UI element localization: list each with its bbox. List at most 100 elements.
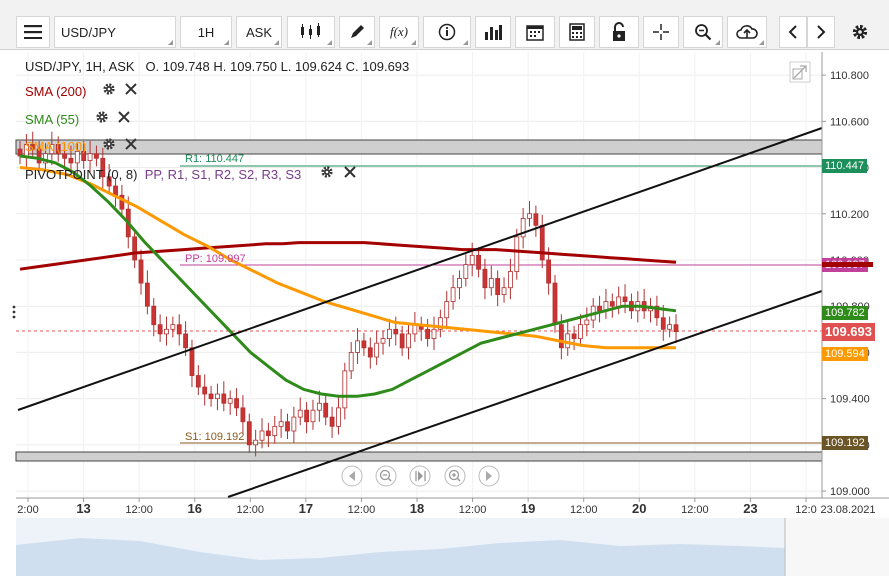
close-icon: [125, 138, 137, 150]
sma200-price-tag: [822, 262, 873, 267]
function-icon: f(x): [389, 24, 409, 39]
navigator-area: [16, 538, 785, 576]
indicators-button[interactable]: f(x): [379, 16, 419, 48]
candle-body: [234, 398, 239, 409]
lock-icon: [613, 22, 625, 41]
gear-icon: [103, 83, 115, 95]
x-axis: 2:00 13 12:00 16 12:00 17 12:00 18 12:00 19 12:00 2…: [17, 498, 876, 516]
save-cloud-button[interactable]: [727, 16, 767, 48]
sma100-remove[interactable]: [124, 137, 138, 154]
x-tick-label: 12:00: [237, 504, 265, 516]
candle-body: [654, 305, 660, 319]
candle-body: [164, 328, 169, 335]
channel-lower-line[interactable]: [227, 290, 823, 498]
legend-symbol: USD/JPY, 1H, ASK: [25, 59, 135, 74]
candle-body: [100, 157, 106, 178]
triangle-right-icon: [486, 471, 492, 481]
zoom-controls: [341, 465, 500, 487]
price-chart[interactable]: 110.800110.600110.400110.200110.000109.8…: [0, 50, 889, 576]
scroll-left-button[interactable]: [779, 16, 807, 48]
gear-icon: [103, 138, 115, 150]
sma55-price-tag: 109.782: [822, 306, 868, 320]
menu-button[interactable]: [16, 16, 50, 48]
settings-button[interactable]: [843, 16, 877, 48]
calculator-button[interactable]: [559, 16, 595, 48]
candle-body: [68, 157, 74, 164]
s1-label: S1: 109.192: [185, 431, 245, 443]
candle-body: [527, 213, 532, 219]
candle-body: [132, 236, 138, 261]
candle-body: [55, 144, 61, 155]
pencil-icon: [351, 25, 364, 38]
sma200-settings[interactable]: [102, 82, 116, 99]
candle-body: [81, 150, 87, 162]
pivot-settings[interactable]: [320, 165, 334, 182]
navigator-handle-area[interactable]: [785, 518, 889, 576]
reset-zoom-button[interactable]: [409, 465, 431, 487]
candle-body: [138, 259, 144, 284]
pivot-remove[interactable]: [343, 165, 357, 182]
candle-body: [259, 430, 265, 441]
scroll-right-button[interactable]: [807, 16, 835, 48]
candle-body: [616, 296, 622, 307]
crosshair-button[interactable]: [643, 16, 679, 48]
x-tick-label: 20: [632, 501, 646, 516]
legend-ohlc: O. 109.748 H. 109.750 L. 109.624 C. 109.…: [145, 59, 410, 74]
sma200-remove[interactable]: [124, 82, 138, 99]
candle-body: [227, 398, 233, 404]
triangle-left-icon: [349, 471, 355, 481]
candle-body: [501, 287, 507, 296]
candle-body: [208, 393, 214, 400]
drag-handle[interactable]: [12, 305, 16, 319]
sma100-settings[interactable]: [102, 137, 116, 154]
draw-button[interactable]: [339, 16, 375, 48]
candle-body: [189, 347, 195, 376]
candle-body: [221, 393, 227, 404]
candle-body: [297, 409, 303, 418]
candle-body: [584, 319, 590, 326]
calculator-icon: [569, 23, 585, 41]
candle-body: [323, 402, 329, 418]
s1-value: 109.192: [204, 431, 245, 443]
timeframe-select[interactable]: 1H: [180, 16, 232, 48]
calendar-button[interactable]: [515, 16, 555, 48]
pan-right-button[interactable]: [478, 465, 500, 487]
sma55-settings[interactable]: [95, 110, 109, 127]
zoom-in-button[interactable]: [444, 465, 466, 487]
popout-button[interactable]: [789, 61, 811, 83]
candle-body: [393, 328, 399, 335]
candle-body: [450, 287, 456, 302]
lock-button[interactable]: [599, 16, 639, 48]
candle-body: [87, 153, 93, 162]
chart-type-button[interactable]: [287, 16, 335, 48]
candle-body: [578, 324, 583, 339]
info-button[interactable]: [423, 16, 471, 48]
sma55-legend: SMA (55): [25, 112, 80, 127]
chart-area[interactable]: 110.800110.600110.400110.200110.000109.8…: [0, 50, 889, 576]
candle-body: [444, 301, 450, 319]
symbol-select[interactable]: USD/JPY: [54, 16, 176, 48]
pivot-lines-list: PP, R1, S1, R2, S2, R3, S3: [144, 167, 302, 182]
pan-left-button[interactable]: [341, 465, 363, 487]
candle-body: [355, 340, 360, 353]
candles: [17, 131, 679, 457]
x-tick-label: 2:00: [17, 504, 38, 516]
price-type-select[interactable]: ASK: [236, 16, 282, 48]
y-tick-label: 110.800: [830, 70, 869, 82]
candle-body: [571, 333, 577, 339]
candle-body: [597, 305, 602, 312]
candle-body: [539, 224, 545, 261]
candle-body: [246, 421, 252, 446]
x-tick-label: 13: [76, 501, 90, 516]
zoom-button[interactable]: [683, 16, 723, 48]
candle-body: [17, 148, 23, 157]
candle-body: [469, 254, 475, 266]
candle-body: [316, 402, 322, 411]
price-type-label: ASK: [245, 24, 272, 40]
zoom-out-button[interactable]: [375, 465, 397, 487]
pp-label: PP: 109.997: [185, 253, 246, 265]
candle-body: [508, 271, 513, 289]
channel-upper-line[interactable]: [17, 127, 823, 411]
volume-button[interactable]: [475, 16, 511, 48]
sma55-remove[interactable]: [117, 110, 131, 127]
